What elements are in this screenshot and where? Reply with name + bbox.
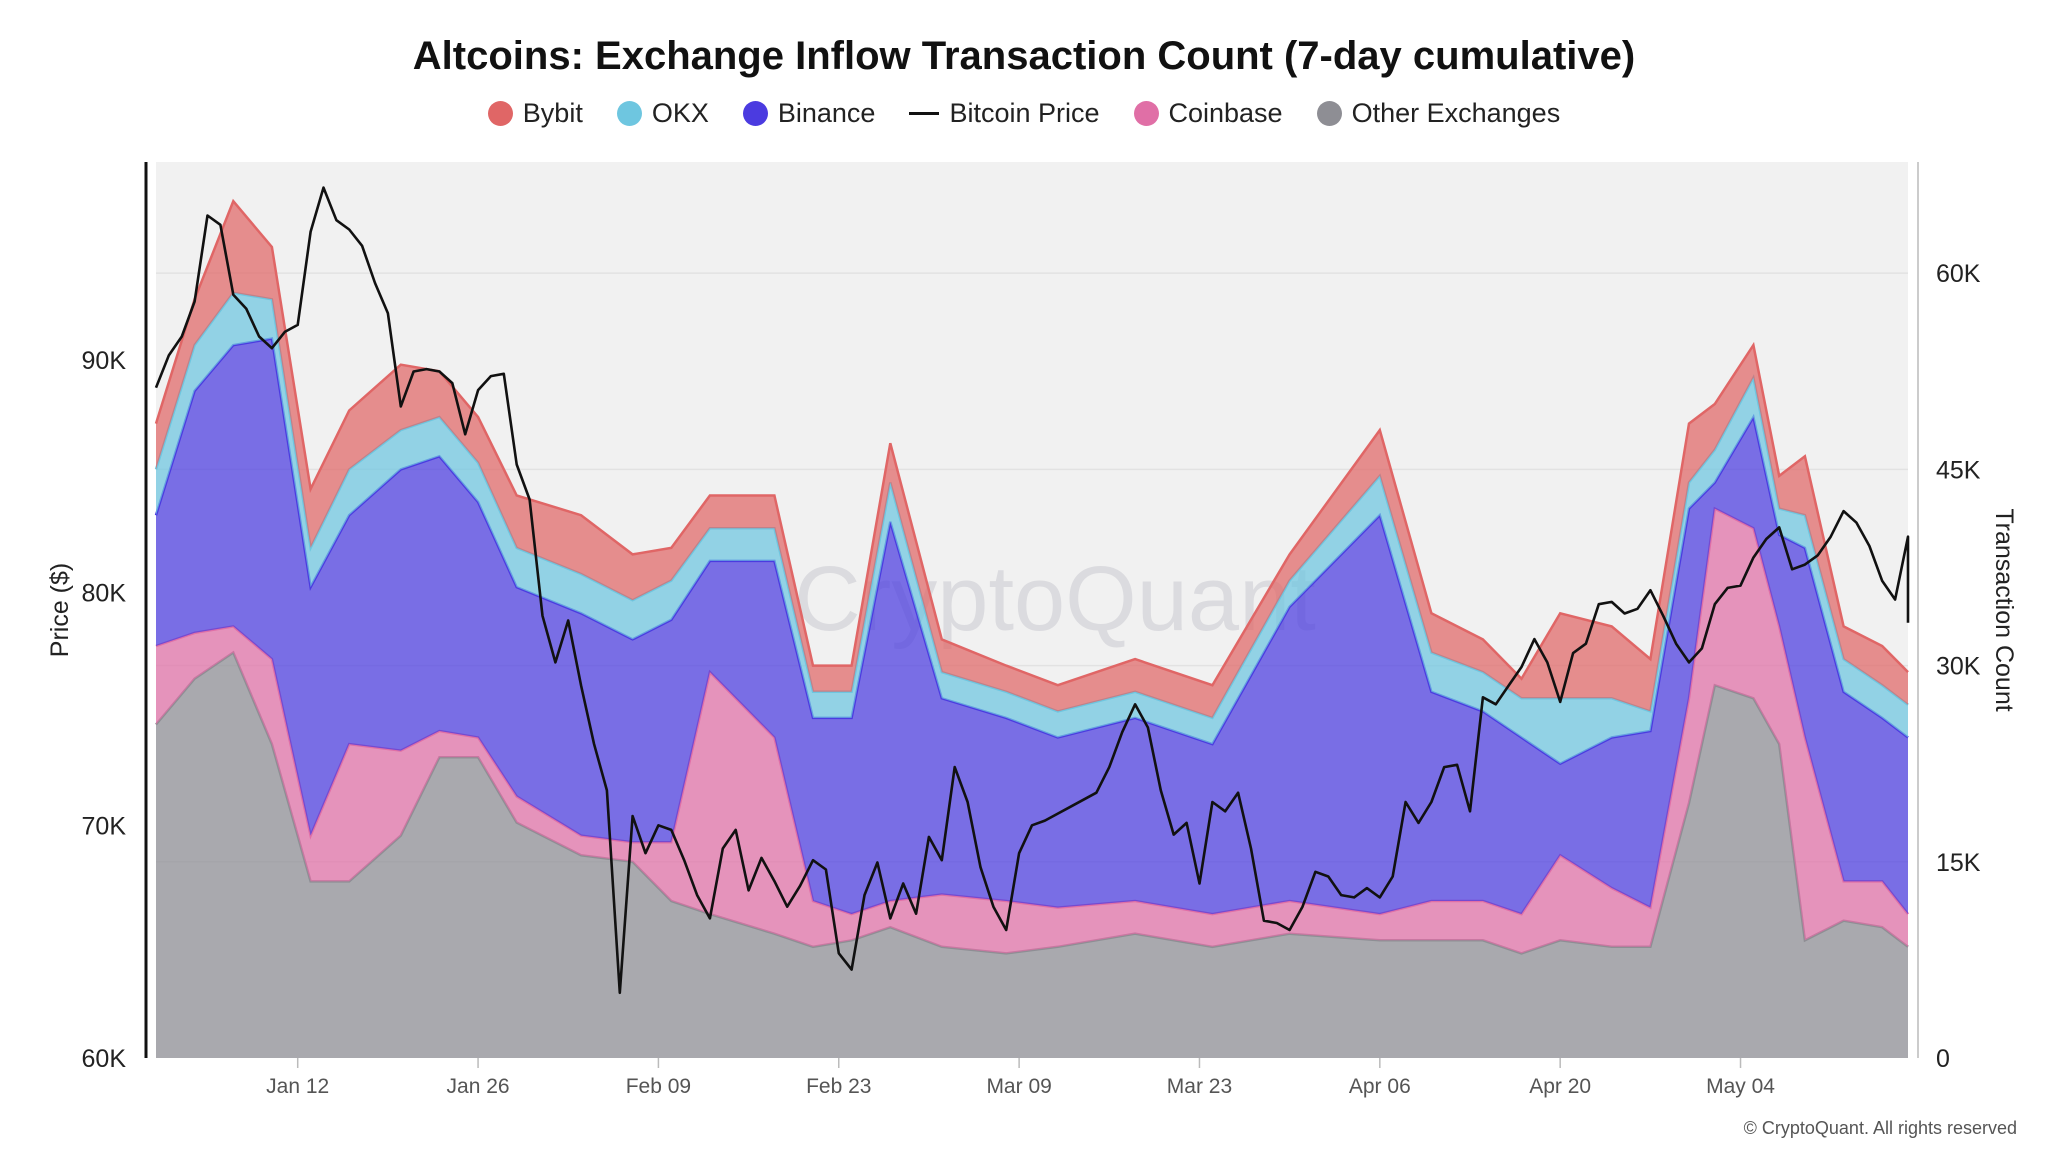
left-axis-label: Price ($): [46, 563, 74, 657]
right-axis-label: Transaction Count: [1990, 508, 2018, 711]
x-tick-apr-06: Apr 06: [1349, 1075, 1411, 1098]
chart-legend: Bybit OKX Binance Bitcoin Price Coinbase…: [0, 98, 2048, 129]
right-axis-ticks: 0 15K 30K 45K 60K: [1936, 260, 1981, 1073]
legend-item-binance[interactable]: Binance: [742, 98, 876, 129]
area-binance: [156, 338, 1908, 915]
right-tick-0: 0: [1936, 1045, 1950, 1073]
right-tick-45k: 45K: [1936, 456, 1981, 484]
legend-swatch-other-exchanges: [1316, 101, 1342, 126]
x-tick-jan-26: Jan 26: [447, 1075, 510, 1098]
legend-item-coinbase[interactable]: Coinbase: [1133, 98, 1283, 129]
legend-item-bitcoin-price[interactable]: Bitcoin Price: [909, 98, 1100, 129]
right-tick-60k: 60K: [1936, 260, 1981, 288]
stacked-areas: [154, 198, 1909, 1058]
area-coinbase: [156, 508, 1908, 954]
area-other-exchanges: [156, 652, 1908, 1058]
legend-label-coinbase: Coinbase: [1168, 98, 1283, 128]
bitcoin-price-line: [154, 186, 1910, 995]
left-tick-90k: 90K: [82, 347, 127, 375]
legend-label-other-exchanges: Other Exchanges: [1351, 98, 1561, 128]
legend-label-okx: OKX: [651, 98, 709, 128]
legend-label-bitcoin-price: Bitcoin Price: [949, 98, 1100, 128]
right-tick-30k: 30K: [1936, 653, 1981, 681]
x-tick-mar-09: Mar 09: [986, 1075, 1051, 1098]
legend-swatch-coinbase: [1133, 101, 1159, 126]
legend-item-other-exchanges[interactable]: Other Exchanges: [1316, 98, 1561, 129]
legend-label-bybit: Bybit: [522, 98, 583, 128]
x-tick-may-04: May 04: [1706, 1075, 1775, 1098]
legend-label-binance: Binance: [777, 98, 876, 128]
x-axis-ticks: Jan 12 Jan 26 Feb 09 Feb 23 Mar 09 Mar 23 Apr …: [266, 1058, 1775, 1098]
x-tick-jan-12: Jan 12: [266, 1075, 329, 1098]
price-line-group: [154, 186, 1910, 995]
x-tick-apr-20: Apr 20: [1529, 1075, 1591, 1098]
legend-swatch-binance: [742, 101, 768, 126]
x-tick-feb-23: Feb 23: [806, 1075, 871, 1098]
left-tick-60k: 60K: [82, 1045, 127, 1073]
legend-item-bybit[interactable]: Bybit: [487, 98, 583, 129]
chart-title: Altcoins: Exchange Inflow Transaction Co…: [412, 34, 1636, 78]
legend-swatch-bitcoin-price: [909, 112, 940, 115]
left-tick-80k: 80K: [82, 580, 127, 608]
legend-item-okx[interactable]: OKX: [616, 98, 709, 129]
x-tick-feb-09: Feb 09: [626, 1075, 691, 1098]
area-edge-bybit: [154, 198, 1909, 687]
legend-swatch-okx: [616, 101, 642, 126]
left-tick-70k: 70K: [82, 812, 127, 840]
x-tick-mar-23: Mar 23: [1167, 1075, 1232, 1098]
left-axis-ticks: 60K 70K 80K 90K: [82, 347, 127, 1073]
right-tick-15k: 15K: [1936, 849, 1981, 877]
legend-swatch-bybit: [487, 101, 513, 126]
copyright-text: © CryptoQuant. All rights reserved: [1743, 1118, 2017, 1138]
area-okx: [156, 292, 1908, 764]
